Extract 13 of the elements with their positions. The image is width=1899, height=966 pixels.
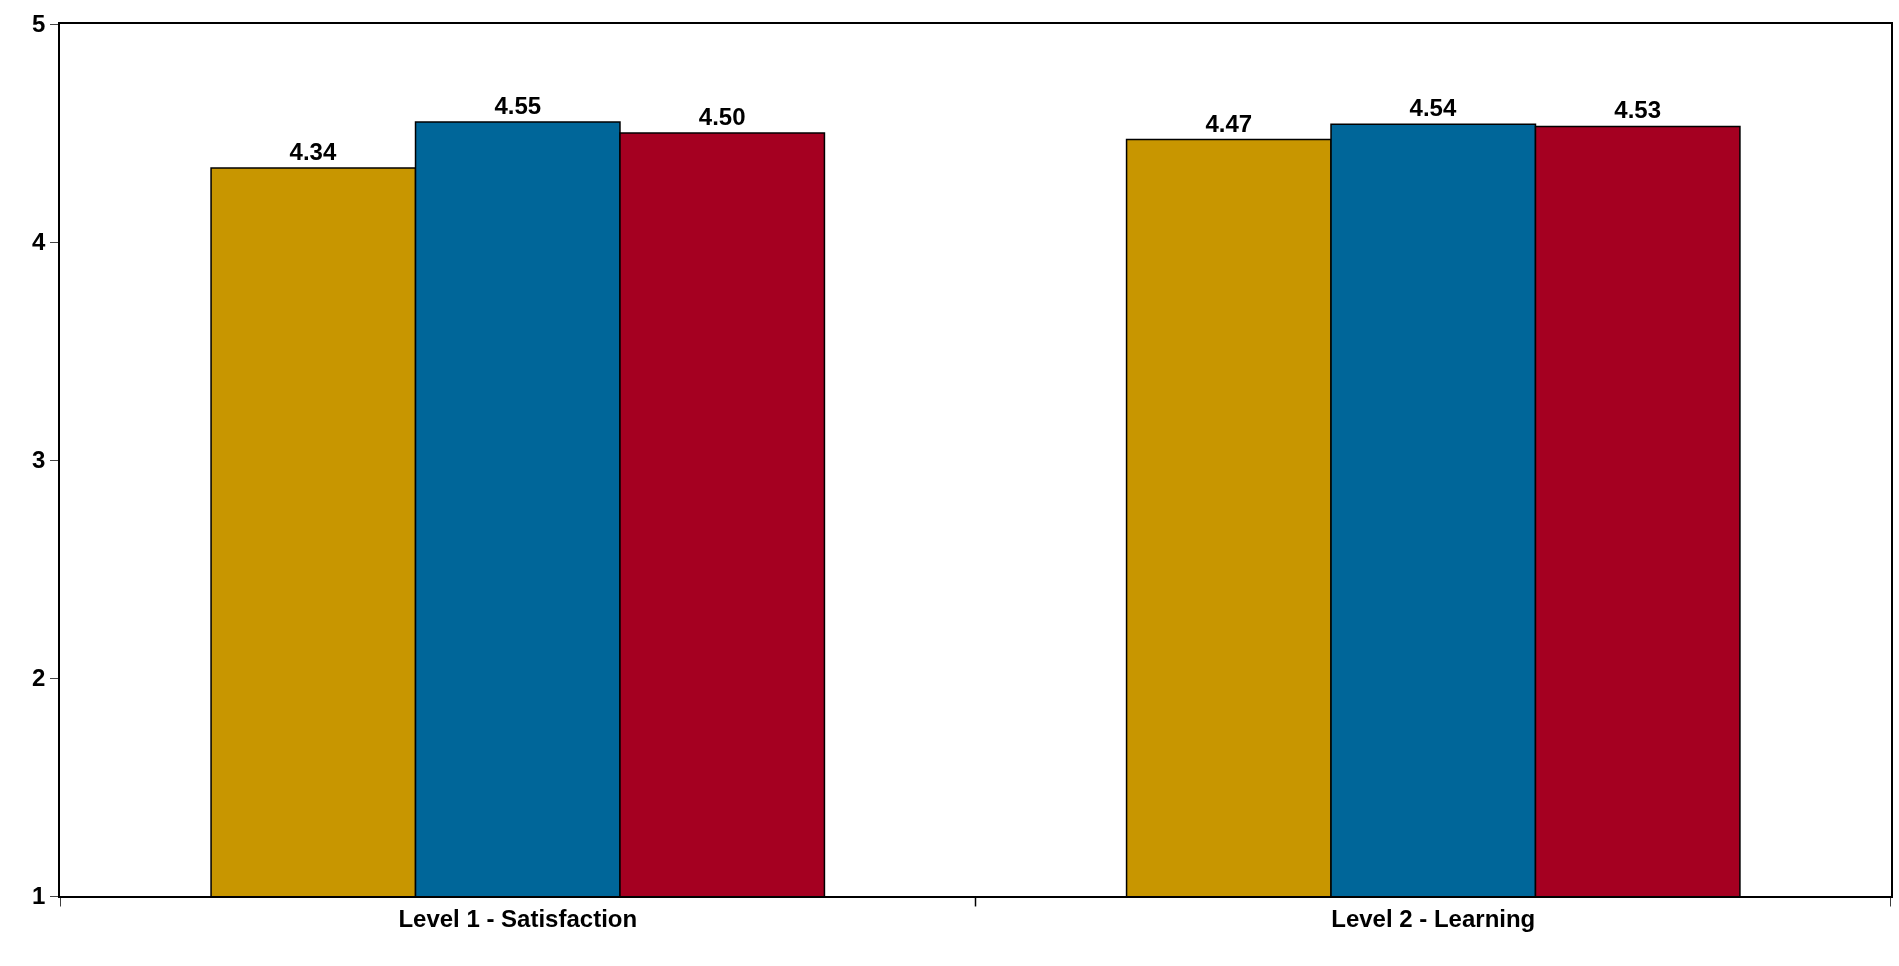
data-label: 4.50 (698, 103, 746, 130)
data-label: 4.55 (494, 92, 542, 120)
x-tick-label: Level 1 - Satisfaction (398, 904, 638, 932)
data-label: 4.54 (1409, 94, 1457, 122)
data-label: 4.47 (1205, 109, 1253, 137)
y-tick-label: 4 (32, 228, 47, 256)
data-label: 4.34 (289, 137, 337, 165)
y-tick-label: 5 (32, 10, 46, 38)
data-label: 4.53 (1614, 96, 1662, 124)
y-tick-label: 1 (32, 882, 46, 910)
y-tick-label: 2 (32, 664, 46, 692)
y-tick-label: 3 (32, 446, 46, 474)
x-tick-label: Level 2 - Learning (1331, 904, 1536, 932)
